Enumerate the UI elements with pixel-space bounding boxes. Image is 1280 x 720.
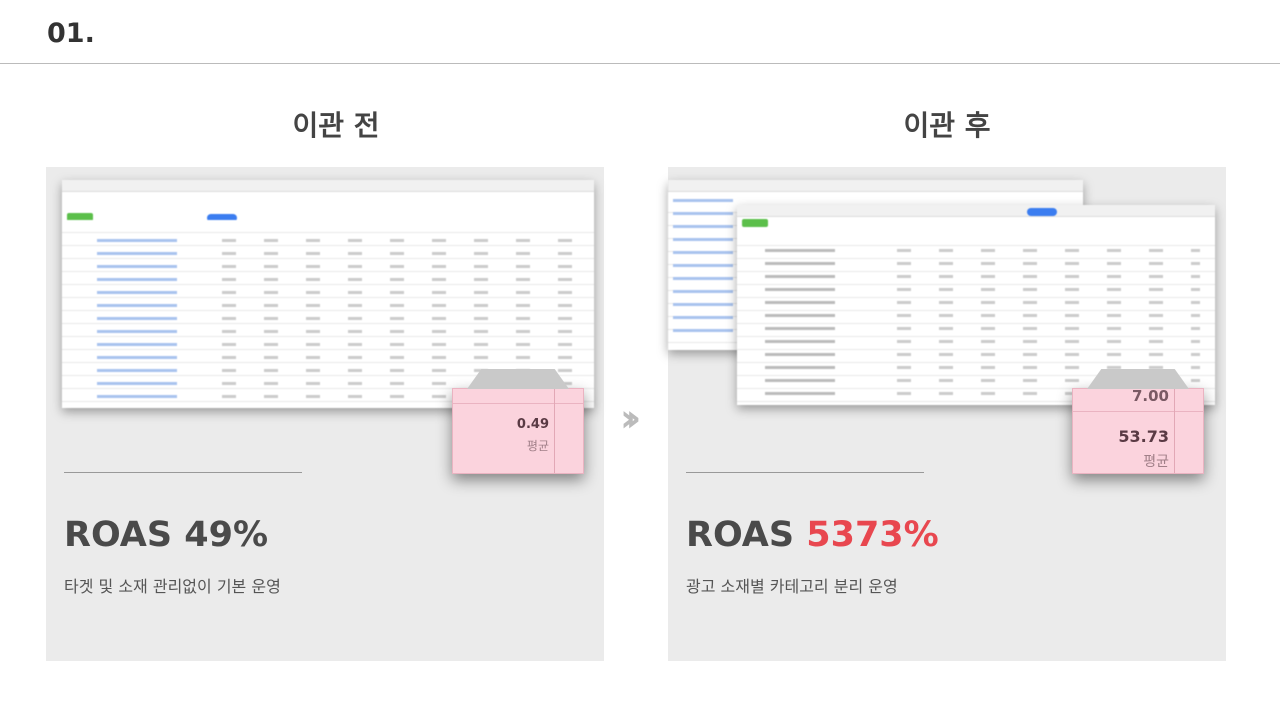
popup-value: 0.49 [516, 417, 549, 432]
popup-label: 평균 [526, 439, 549, 453]
header-divider [0, 63, 1280, 64]
divider [686, 472, 924, 473]
description: 타겟 및 소재 관리없이 기본 운영 [64, 577, 281, 596]
before-popup: 0.49 평균 [452, 369, 584, 474]
before-title: 이관 전 [292, 109, 380, 142]
roas-result: ROAS 5373% [686, 515, 939, 555]
before-panel: 0.49 평균 ROAS 49% 타겟 및 소재 관리없이 기본 운영 [46, 167, 604, 661]
after-panel: 7.00 53.73 평균 ROAS 5373% 광고 소재별 카테고리 분리 … [668, 167, 1226, 661]
divider [64, 472, 302, 473]
double-chevron-right-icon: ›› [620, 396, 642, 440]
popup-label: 평균 [1143, 454, 1169, 470]
after-title: 이관 후 [903, 109, 991, 142]
popup-value: 53.73 [1118, 427, 1169, 446]
after-popup: 7.00 53.73 평균 [1072, 369, 1204, 474]
description: 광고 소재별 카테고리 분리 운영 [686, 577, 898, 596]
roas-result: ROAS 49% [64, 515, 269, 555]
popup-prev-value: 7.00 [1131, 387, 1169, 405]
slide-number: 01. [47, 18, 95, 49]
